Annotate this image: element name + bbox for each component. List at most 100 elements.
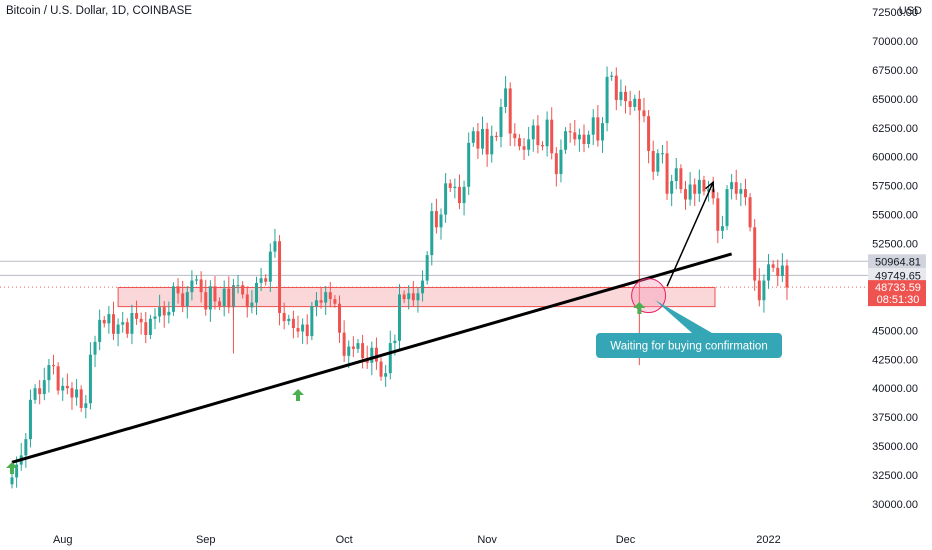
candle-body	[771, 264, 775, 268]
candle-body	[75, 389, 79, 398]
candle	[296, 315, 300, 338]
candle	[333, 295, 337, 308]
candle-body	[688, 184, 692, 200]
candle	[241, 281, 245, 299]
candle	[282, 302, 286, 330]
candle-body	[476, 131, 480, 149]
candle-body	[259, 278, 263, 283]
candle	[439, 208, 443, 240]
currency-label[interactable]: USD	[898, 5, 922, 17]
candle-body	[61, 385, 65, 391]
candle-body	[314, 300, 318, 307]
candle-body	[739, 189, 743, 194]
candle	[425, 251, 429, 285]
candle	[647, 110, 651, 164]
candle	[596, 104, 600, 147]
candle-body	[245, 294, 249, 308]
candle	[490, 125, 494, 163]
candle	[614, 67, 618, 111]
candle	[195, 275, 199, 285]
y-tick-label: 32500.00	[872, 470, 918, 482]
candle	[743, 178, 747, 206]
candle	[559, 139, 563, 183]
candle-body	[517, 138, 521, 147]
candle-body	[407, 293, 411, 300]
candle-body	[388, 343, 392, 374]
candle-body	[656, 153, 660, 172]
candle-body	[780, 265, 784, 276]
price-label-box	[868, 280, 926, 307]
candle	[527, 126, 531, 156]
candle-body	[743, 189, 747, 198]
candle-body	[434, 211, 438, 228]
candle	[730, 173, 734, 200]
candle	[264, 274, 268, 286]
candle-body	[139, 318, 143, 323]
candle-body	[356, 343, 360, 349]
candle	[135, 300, 139, 325]
candle-body	[181, 293, 185, 307]
candle-body	[370, 347, 374, 363]
candle-body	[278, 241, 282, 313]
candle-body	[693, 184, 697, 194]
candles-layer	[10, 66, 789, 489]
candle	[702, 175, 706, 196]
candle-body	[135, 312, 139, 319]
candle	[98, 309, 102, 351]
y-tick-label: 57500.00	[872, 181, 918, 193]
y-tick-label: 45000.00	[872, 325, 918, 337]
candle-body	[670, 181, 674, 194]
candle	[111, 301, 115, 340]
candle-body	[402, 294, 406, 300]
candle-body	[421, 280, 425, 294]
candle	[218, 297, 222, 311]
candle-body	[494, 135, 498, 138]
candle	[222, 280, 226, 317]
candle	[107, 305, 111, 334]
candle	[176, 278, 180, 304]
candle-body	[195, 279, 199, 281]
candle	[757, 268, 761, 307]
candle-body	[762, 280, 766, 301]
candle	[24, 433, 28, 468]
candle-body	[679, 168, 683, 190]
candle-body	[287, 318, 291, 322]
candle-body	[416, 293, 420, 301]
candle-body	[93, 341, 97, 355]
candle	[199, 271, 203, 303]
x-tick-label: Aug	[53, 534, 73, 546]
candle	[720, 215, 724, 240]
candle	[517, 134, 521, 151]
candle	[38, 380, 42, 405]
candle	[379, 357, 383, 381]
candle	[342, 320, 346, 362]
price-label-box	[868, 254, 926, 269]
candle-body	[218, 301, 222, 307]
candle-body	[199, 279, 203, 293]
candle	[693, 178, 697, 207]
candle	[564, 127, 568, 154]
candle-body	[361, 343, 365, 359]
candle	[75, 379, 79, 406]
candle-body	[444, 183, 448, 215]
candle-body	[624, 91, 628, 102]
candle	[162, 301, 166, 328]
candle	[374, 337, 378, 370]
candle	[213, 276, 217, 310]
countdown-label-text: 08:51:30	[877, 294, 920, 306]
candle-body	[111, 314, 115, 334]
candle	[785, 259, 789, 300]
candle	[79, 385, 83, 412]
candle	[656, 149, 660, 176]
candle-body	[536, 125, 540, 146]
candle-body	[707, 189, 711, 192]
candle	[338, 295, 342, 343]
candle-body	[38, 388, 42, 395]
candle	[771, 260, 775, 272]
candle-body	[236, 285, 240, 287]
candle	[185, 286, 189, 319]
candle-body	[42, 380, 46, 395]
candle	[88, 342, 92, 410]
candle-body	[291, 318, 295, 329]
